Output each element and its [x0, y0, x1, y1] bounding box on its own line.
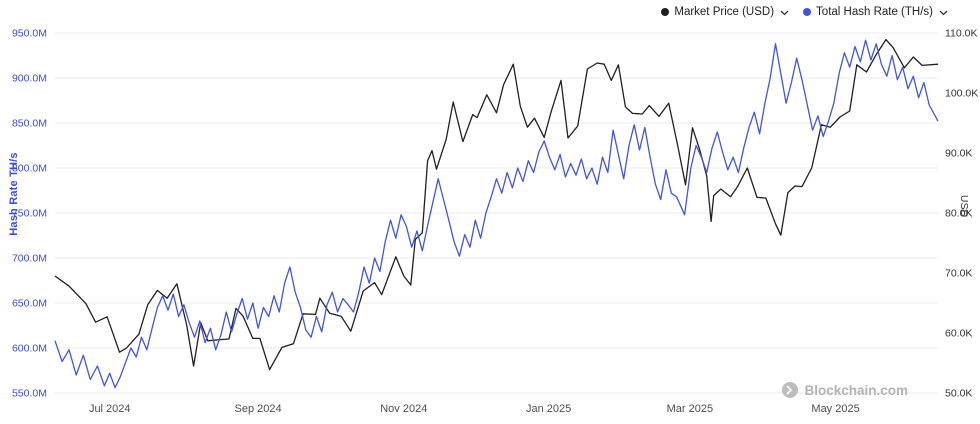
chevron-down-icon	[780, 7, 789, 19]
legend-market-price-label: Market Price (USD)	[674, 6, 775, 18]
watermark-text: Blockchain.com	[804, 382, 908, 398]
y-left-tick-label: 900.0M	[12, 73, 47, 85]
market-price-series-dot-icon	[661, 8, 670, 16]
chevron-down-icon	[939, 7, 948, 19]
y-left-tick-label: 550.0M	[12, 388, 47, 400]
legend-market-price[interactable]: Market Price (USD)	[661, 5, 789, 19]
x-tick-label: May 2025	[811, 403, 859, 415]
y-left-tick-label: 700.0M	[12, 253, 47, 265]
y-right-tick-label: 70.0K	[945, 268, 972, 280]
y-axis-right-title: USD	[958, 194, 970, 218]
y-right-tick-label: 110.0K	[945, 28, 978, 40]
y-left-tick-label: 600.0M	[12, 343, 47, 355]
y-right-tick-label: 90.0K	[945, 148, 972, 160]
market-price-line	[54, 38, 939, 371]
y-left-tick-label: 800.0M	[12, 163, 47, 175]
legend-hash-rate[interactable]: Total Hash Rate (TH/s)	[803, 5, 948, 19]
chart-legend: Market Price (USD) Total Hash Rate (TH/s…	[661, 5, 948, 19]
y-right-tick-label: 100.0K	[945, 88, 978, 100]
y-left-tick-label: 950.0M	[12, 28, 47, 40]
x-tick-label: Mar 2025	[667, 403, 713, 415]
hash-rate-series-dot-icon	[803, 8, 812, 16]
x-tick-label: Jan 2025	[526, 403, 571, 415]
legend-hash-rate-label: Total Hash Rate (TH/s)	[816, 6, 933, 18]
y-left-tick-label: 850.0M	[12, 118, 47, 130]
x-tick-label: Sep 2024	[235, 403, 282, 415]
x-tick-label: Jul 2024	[89, 403, 131, 415]
y-right-tick-label: 50.0K	[945, 388, 972, 400]
x-tick-label: Nov 2024	[380, 403, 427, 415]
y-left-tick-label: 750.0M	[12, 208, 47, 220]
blockchain-watermark: Blockchain.com	[782, 382, 908, 398]
y-left-tick-label: 650.0M	[12, 298, 47, 310]
y-right-tick-label: 80.0K	[945, 208, 972, 220]
hash-rate-line	[54, 39, 939, 389]
y-right-tick-label: 60.0K	[945, 328, 972, 340]
blockchain-logo-icon	[782, 382, 799, 398]
y-axis-left-title: Hash Rate TH/s	[8, 152, 20, 236]
